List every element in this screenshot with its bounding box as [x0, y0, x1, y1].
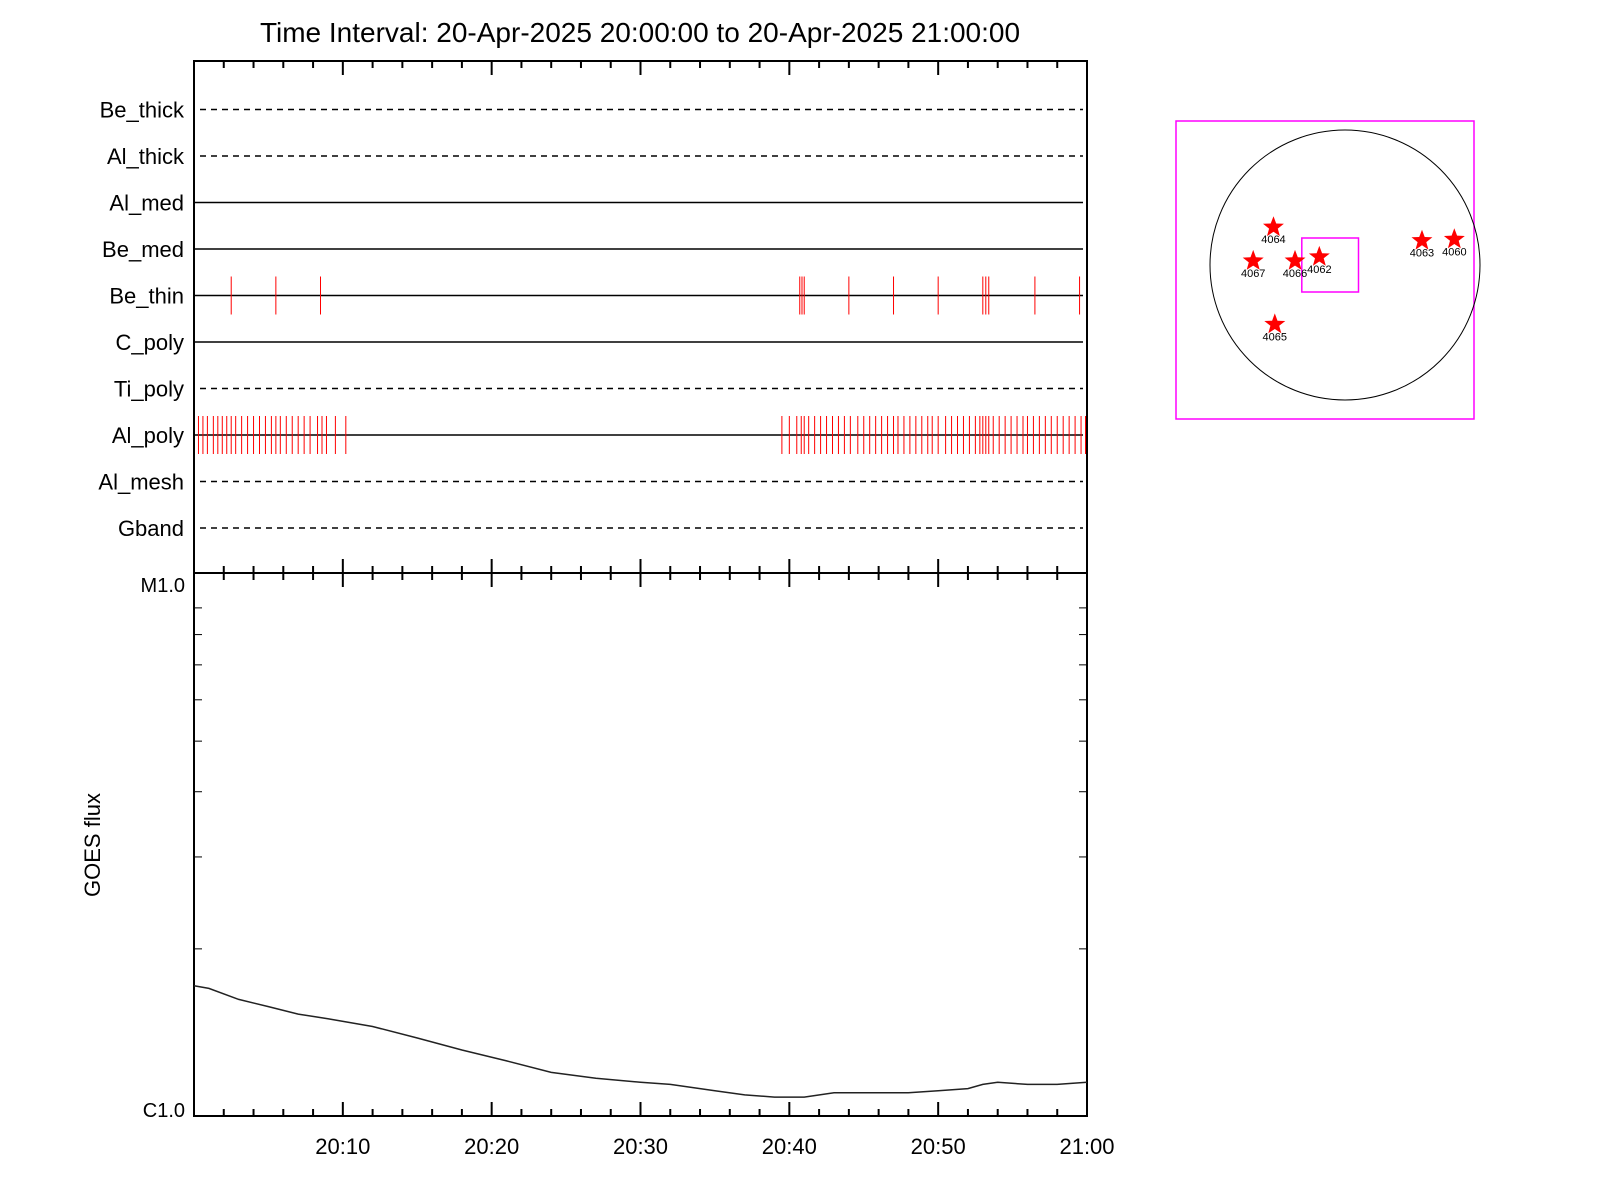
solar-disk [1209, 129, 1481, 401]
filter-label: Be_thin [109, 284, 184, 309]
x-tick-label: 20:50 [911, 1134, 966, 1159]
goes-x-tick-labels: 20:10 20:20 20:30 20:40 20:50 21:00 [315, 1134, 1114, 1159]
x-tick-label: 20:10 [315, 1134, 370, 1159]
timeline-frame [193, 60, 1088, 574]
goes-flux-line [193, 984, 1088, 1098]
filter-label: Al_poly [112, 423, 184, 448]
field-of-view-box [1301, 237, 1360, 293]
filter-label: Al_thick [107, 144, 185, 169]
filter-label: Al_med [109, 191, 184, 216]
region-star-4067 [1242, 249, 1264, 270]
goes-frame [193, 572, 1088, 1117]
region-label: 4065 [1263, 331, 1287, 343]
x-tick-label: 20:20 [464, 1134, 519, 1159]
filter-label: C_poly [116, 330, 184, 355]
timeline-panel: Be_thick Al_thick Al_med Be_med Be_thin C_pol… [98, 60, 1088, 585]
x-tick-label: 21:00 [1059, 1134, 1114, 1159]
filter-label: Be_med [102, 237, 184, 262]
filter-label: Gband [118, 516, 184, 541]
active-regions: 4064 4067 4066 4062 4063 4060 4065 [1241, 216, 1467, 343]
region-star-4066 [1284, 249, 1306, 270]
region-star-4064 [1263, 216, 1284, 237]
filter-label: Al_mesh [98, 470, 184, 495]
region-star-4063 [1411, 229, 1433, 250]
x-tick-label: 20:30 [613, 1134, 668, 1159]
x-tick-label: 20:40 [762, 1134, 817, 1159]
filter-label: Ti_poly [114, 377, 184, 402]
goes-y-bottom-label: C1.0 [143, 1100, 185, 1122]
region-star-4062 [1308, 245, 1330, 266]
region-label: 4062 [1307, 264, 1331, 276]
region-label: 4064 [1261, 234, 1285, 246]
goes-ticks [194, 573, 1087, 1116]
solar-map-panel: 4064 4067 4066 4062 4063 4060 4065 [1175, 120, 1481, 420]
region-star-4060 [1443, 228, 1465, 249]
region-label: 4060 [1442, 246, 1466, 258]
region-label: 4066 [1283, 268, 1307, 280]
filter-rows: Be_thick Al_thick Al_med Be_med Be_thin C_pol… [98, 98, 1087, 541]
region-label: 4067 [1241, 268, 1265, 280]
goes-y-top-label: M1.0 [141, 575, 185, 597]
region-label: 4063 [1410, 248, 1434, 260]
goes-panel: GOES flux M1.0 C1.0 20:10 20:20 20:30 20:40… [80, 572, 1115, 1159]
filter-label: Be_thick [100, 98, 185, 123]
region-star-4065 [1264, 313, 1286, 334]
goes-y-label: GOES flux [80, 793, 105, 897]
chart-title: Time Interval: 20-Apr-2025 20:00:00 to 2… [260, 17, 1020, 48]
timeline-ticks [222, 61, 1088, 585]
solar-map-frame [1175, 120, 1475, 420]
